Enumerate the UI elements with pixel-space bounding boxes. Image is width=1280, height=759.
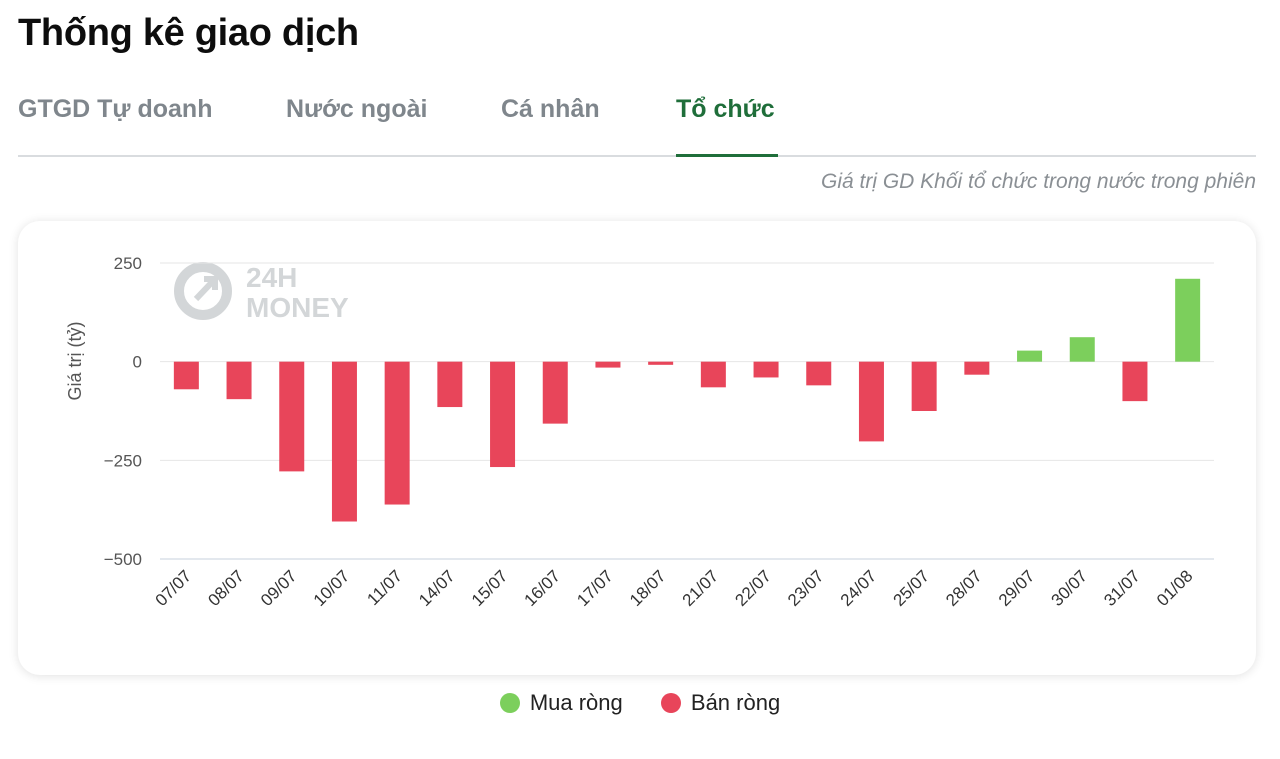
x-tick-label: 29/07	[995, 566, 1039, 610]
bar-01-08[interactable]	[1175, 278, 1201, 362]
chart-card: 24H MONEY 250 0 −250 −500 07/07 08/07 09/07 10…	[18, 221, 1256, 675]
x-tick-label: 15/07	[468, 566, 512, 610]
x-tick-label: 28/07	[942, 566, 986, 610]
x-tick-label: 10/07	[310, 566, 354, 610]
chart-legend: Mua ròng Bán ròng	[0, 690, 1280, 719]
y-tick-label: 250	[114, 254, 142, 273]
x-tick-label: 30/07	[1048, 566, 1092, 610]
bar-30-07[interactable]	[1069, 337, 1095, 362]
x-tick-label: 23/07	[784, 566, 828, 610]
x-tick-label: 16/07	[521, 566, 565, 610]
y-axis-label: Giá trị (tỷ)	[65, 322, 85, 401]
bar-24-07[interactable]	[858, 361, 884, 442]
y-tick-label: 0	[133, 353, 142, 372]
x-tick-label: 07/07	[152, 566, 196, 610]
bar-23-07[interactable]	[806, 361, 832, 386]
bar-chart: 24H MONEY 250 0 −250 −500 07/07 08/07 09/07 10…	[65, 254, 1214, 610]
x-tick-label: 18/07	[626, 566, 670, 610]
bar-17-07[interactable]	[595, 361, 621, 368]
bar-22-07[interactable]	[753, 361, 779, 378]
legend-label: Bán ròng	[690, 690, 781, 715]
x-tick-label: 31/07	[1100, 566, 1144, 610]
x-tick-label: 09/07	[257, 566, 301, 610]
bar-11-07[interactable]	[384, 361, 410, 505]
tab-nuoc-ngoai[interactable]: Nước ngoài	[286, 95, 428, 123]
x-tick-label: 01/08	[1153, 566, 1197, 610]
bar-09-07[interactable]	[279, 361, 305, 472]
legend-dot-icon	[499, 693, 520, 713]
bar-14-07[interactable]	[437, 361, 463, 408]
bar-07-07[interactable]	[173, 361, 199, 390]
page-title: Thống kê giao dịch	[18, 12, 359, 54]
x-tick-label: 24/07	[837, 566, 881, 610]
y-tick-label: −250	[104, 451, 142, 470]
tab-bar: GTGD Tự doanh Nước ngoài Cá nhân Tổ chức	[18, 95, 1256, 157]
bar-29-07[interactable]	[1017, 350, 1043, 362]
bar-10-07[interactable]	[331, 361, 357, 522]
x-tick-label: 21/07	[679, 566, 723, 610]
x-tick-label: 25/07	[889, 566, 933, 610]
bar-25-07[interactable]	[911, 361, 937, 411]
chart-subtitle: Giá trị GD Khối tổ chức trong nước trong…	[820, 170, 1256, 193]
watermark-text-money: MONEY	[246, 292, 349, 323]
bar-16-07[interactable]	[542, 361, 568, 424]
watermark-logo: 24H MONEY	[174, 262, 349, 323]
bar-21-07[interactable]	[700, 361, 726, 388]
x-tick-label: 17/07	[573, 566, 617, 610]
tab-gtgd-tu-doanh[interactable]: GTGD Tự doanh	[18, 95, 213, 123]
logo-arrow-icon	[193, 276, 218, 302]
x-tick-label: 14/07	[415, 566, 459, 610]
bar-31-07[interactable]	[1122, 361, 1148, 402]
bar-08-07[interactable]	[226, 361, 252, 400]
legend-item-ban-rong[interactable]: Bán ròng	[660, 690, 781, 716]
watermark-text-24h: 24H	[246, 262, 297, 293]
tab-to-chuc[interactable]: Tổ chức	[676, 95, 775, 123]
active-tab-indicator	[676, 154, 778, 157]
legend-dot-icon	[660, 693, 681, 713]
bar-28-07[interactable]	[964, 361, 990, 375]
tab-ca-nhan[interactable]: Cá nhân	[501, 95, 600, 123]
bar-15-07[interactable]	[490, 361, 516, 468]
legend-item-mua-rong[interactable]: Mua ròng	[499, 690, 623, 716]
logo-ring-icon	[174, 262, 232, 320]
x-tick-label: 08/07	[204, 566, 248, 610]
legend-label: Mua ròng	[529, 690, 623, 715]
y-tick-label: −500	[104, 550, 142, 569]
bar-18-07[interactable]	[648, 361, 674, 365]
x-tick-label: 11/07	[363, 566, 406, 609]
x-tick-label: 22/07	[731, 566, 775, 610]
